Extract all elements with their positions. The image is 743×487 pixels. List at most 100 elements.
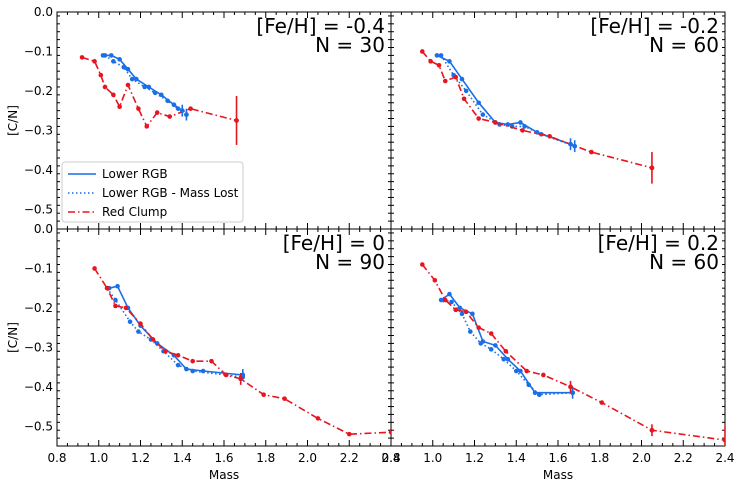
series-line-mass-lost	[440, 54, 575, 147]
data-point-lower-rgb	[457, 305, 463, 311]
error-bar-point	[649, 427, 655, 433]
x-tick-label: 2.2	[340, 451, 359, 465]
data-point-red-clump	[111, 92, 116, 98]
error-bar-point	[649, 165, 655, 171]
text-layer: 0.0 −0.1 −0.2 −0.3 −0.4 −0.5 [C/N] [Fe/H] = -0.…	[6, 5, 735, 482]
y-tick-label: −0.5	[24, 419, 53, 433]
x-tick-label: 1.0	[89, 451, 108, 465]
x-tick-label: 1.8	[256, 451, 275, 465]
data-point-red-clump	[282, 396, 287, 401]
error-bar-point	[240, 372, 246, 378]
data-point-red-clump	[79, 55, 85, 60]
data-point-red-clump	[223, 372, 229, 378]
y-tick-label: 0.0	[34, 5, 53, 19]
data-point-red-clump	[138, 321, 143, 326]
data-point-red-clump	[541, 372, 546, 378]
panel-data-4	[420, 262, 725, 446]
data-point-mass-lost	[463, 88, 469, 94]
x-tick-label: 1.2	[465, 451, 484, 465]
data-layer	[79, 49, 725, 446]
x-tick-label: 1.2	[131, 451, 150, 465]
data-point-red-clump	[428, 59, 433, 64]
x-tick-label: 1.6	[214, 451, 233, 465]
data-point-mass-lost	[488, 347, 494, 352]
data-point-red-clump	[315, 416, 321, 421]
x-tick-label: 1.8	[590, 451, 609, 465]
data-point-mass-lost	[459, 311, 465, 317]
data-point-mass-lost	[142, 84, 147, 90]
data-point-red-clump	[476, 325, 481, 330]
data-point-red-clump	[175, 352, 181, 358]
data-point-red-clump	[436, 62, 442, 68]
data-point-lower-rgb	[146, 84, 152, 90]
y-tick-label: −0.4	[24, 380, 53, 394]
data-point-mass-lost	[175, 106, 181, 111]
data-point-lower-rgb	[447, 59, 452, 64]
data-point-red-clump	[388, 429, 391, 435]
data-point-red-clump	[488, 331, 494, 336]
data-point-red-clump	[493, 120, 498, 125]
data-point-red-clump	[188, 106, 193, 111]
data-point-red-clump	[442, 78, 448, 84]
data-point-mass-lost	[480, 112, 486, 117]
data-point-red-clump	[599, 400, 605, 405]
x-tick-label: 2.2	[674, 451, 693, 465]
series-line-red-clump	[81, 56, 237, 128]
y-tick-label: −0.1	[24, 44, 53, 58]
data-point-red-clump	[453, 307, 459, 313]
panel-data-3	[92, 266, 391, 437]
data-point-mass-lost	[449, 299, 454, 305]
data-point-red-clump	[117, 104, 122, 109]
y-axis-label: [C/N]	[6, 105, 20, 136]
y-tick-label: 0.0	[34, 222, 53, 236]
data-point-lower-rgb	[459, 76, 465, 82]
data-point-mass-lost	[478, 341, 484, 346]
error-bar-point	[722, 437, 725, 443]
data-point-red-clump	[453, 74, 459, 80]
data-point-lower-rgb	[171, 102, 177, 108]
data-point-red-clump	[154, 110, 160, 115]
error-bar-point	[238, 376, 243, 382]
y-tick-label: −0.3	[24, 340, 53, 354]
data-point-lower-rgb	[108, 53, 114, 58]
legend-label: Lower RGB	[102, 167, 168, 181]
data-point-red-clump	[524, 368, 529, 374]
panel-metallicity-label: [Fe/H] = 0	[283, 231, 385, 255]
data-point-red-clump	[420, 49, 425, 54]
x-tick-label: 1.4	[507, 451, 526, 465]
data-point-mass-lost	[468, 329, 473, 334]
x-tick-label: 2.0	[632, 451, 651, 465]
data-point-red-clump	[346, 431, 352, 437]
data-point-lower-rgb	[434, 53, 440, 58]
data-point-red-clump	[144, 124, 150, 129]
data-point-lower-rgb	[518, 368, 523, 374]
data-point-red-clump	[261, 392, 266, 398]
data-point-mass-lost	[152, 90, 158, 96]
data-point-mass-lost	[522, 124, 527, 129]
data-point-lower-rgb	[117, 57, 122, 62]
legend-box	[61, 161, 244, 223]
data-point-mass-lost	[165, 98, 170, 104]
legend-label: Red Clump	[102, 205, 167, 219]
data-point-red-clump	[123, 305, 129, 311]
data-point-mass-lost	[175, 362, 181, 368]
data-point-mass-lost	[127, 319, 133, 325]
data-point-red-clump	[125, 82, 131, 88]
data-point-mass-lost	[438, 53, 444, 58]
data-point-red-clump	[463, 309, 469, 315]
data-point-red-clump	[589, 149, 594, 155]
x-tick-label: 2.4	[381, 451, 400, 465]
data-point-red-clump	[150, 337, 156, 342]
data-point-red-clump	[190, 358, 195, 364]
x-axis-label: Mass	[209, 468, 239, 482]
data-point-red-clump	[420, 262, 425, 267]
data-point-mass-lost	[536, 392, 542, 398]
data-point-red-clump	[209, 358, 214, 364]
data-point-mass-lost	[111, 59, 116, 64]
data-point-mass-lost	[526, 382, 532, 388]
data-point-lower-rgb	[470, 311, 475, 317]
y-tick-label: −0.2	[24, 301, 53, 315]
x-tick-label: 1.0	[423, 451, 442, 465]
data-point-lower-rgb	[532, 390, 538, 396]
series-line-lower-rgb	[436, 54, 571, 145]
